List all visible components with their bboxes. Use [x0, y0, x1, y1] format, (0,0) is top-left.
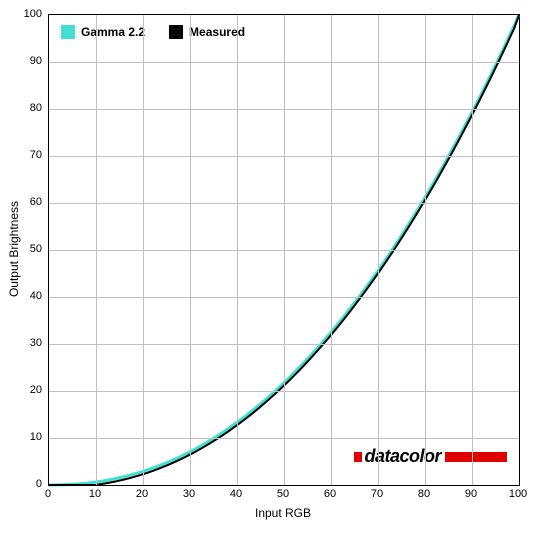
legend: Gamma 2.2 Measured	[61, 25, 245, 39]
y-tick-label: 50	[30, 243, 42, 255]
y-tick-label: 10	[30, 431, 42, 443]
x-tick-label: 10	[89, 488, 101, 500]
grid-line-h	[49, 250, 519, 251]
y-tick-label: 90	[30, 55, 42, 67]
x-axis-label: Input RGB	[255, 506, 311, 520]
legend-swatch	[61, 25, 75, 39]
x-tick-label: 100	[509, 488, 527, 500]
y-tick-label: 0	[36, 478, 42, 490]
y-tick-label: 60	[30, 196, 42, 208]
watermark-bar-long	[445, 452, 507, 462]
y-tick-label: 70	[30, 149, 42, 161]
grid-line-h	[49, 391, 519, 392]
legend-item: Measured	[169, 25, 245, 39]
x-tick-label: 60	[324, 488, 336, 500]
grid-line-h	[49, 62, 519, 63]
x-tick-label: 40	[230, 488, 242, 500]
x-tick-label: 70	[371, 488, 383, 500]
legend-swatch	[169, 25, 183, 39]
grid-line-h	[49, 438, 519, 439]
x-tick-label: 90	[465, 488, 477, 500]
plot-area: Gamma 2.2 Measured datacolor	[48, 14, 520, 486]
x-tick-label: 20	[136, 488, 148, 500]
y-axis-label: Output Brightness	[7, 201, 21, 297]
grid-line-h	[49, 156, 519, 157]
y-tick-label: 80	[30, 102, 42, 114]
x-tick-label: 50	[277, 488, 289, 500]
watermark-bar-short	[354, 452, 362, 462]
watermark-text: datacolor	[364, 446, 441, 467]
x-tick-label: 30	[183, 488, 195, 500]
gamma-chart: Gamma 2.2 Measured datacolor Input RGB Ou…	[0, 0, 535, 535]
grid-line-h	[49, 109, 519, 110]
y-tick-label: 100	[24, 8, 42, 20]
legend-label: Gamma 2.2	[81, 25, 145, 39]
grid-line-h	[49, 297, 519, 298]
x-tick-label: 80	[418, 488, 430, 500]
grid-line-h	[49, 203, 519, 204]
y-tick-label: 40	[30, 290, 42, 302]
y-tick-label: 30	[30, 337, 42, 349]
x-tick-label: 0	[45, 488, 51, 500]
legend-item: Gamma 2.2	[61, 25, 145, 39]
y-tick-label: 20	[30, 384, 42, 396]
grid-line-h	[49, 344, 519, 345]
